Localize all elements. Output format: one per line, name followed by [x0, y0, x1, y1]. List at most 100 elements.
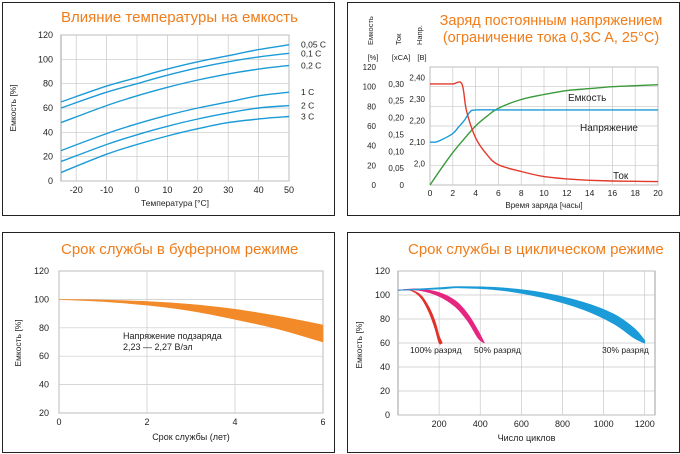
- y-tick-label: 80: [367, 102, 376, 111]
- y-tick-label: 0: [385, 410, 390, 420]
- capacity-band: [397, 286, 646, 344]
- y-tick-label: 2,40: [409, 74, 425, 83]
- y-tick-label: 40: [39, 380, 49, 390]
- band-label: 100% разряд: [410, 345, 462, 355]
- x-tick-label: 0: [56, 417, 61, 427]
- series-label: 1 C: [301, 87, 314, 97]
- axis-header: Напр.: [415, 25, 424, 45]
- y-tick-label: 100: [375, 290, 390, 300]
- axis-unit: [%]: [368, 53, 379, 62]
- capacity-band: [397, 288, 485, 344]
- chart-title: Срок службы в буферном режиме: [61, 241, 299, 258]
- chart-panel-charge: Заряд постоянным напряжением (ограничени…: [347, 2, 680, 216]
- y-tick-label: 100: [34, 294, 49, 304]
- x-tick-label: 600: [514, 419, 529, 429]
- axis-header: Емкость: [366, 16, 375, 45]
- y-tick-label: 100: [38, 54, 53, 64]
- series-label: 0,2 C: [301, 60, 321, 70]
- x-tick-label: 20: [653, 188, 663, 198]
- y-tick-label: 0,20: [388, 114, 404, 123]
- y-tick-label: 0,15: [388, 130, 404, 139]
- x-tick-label: 1200: [635, 419, 655, 429]
- x-tick-label: 30: [223, 185, 233, 195]
- y-tick-label: 0: [372, 181, 377, 190]
- series-line: [60, 52, 290, 109]
- series-label: Напряжение: [580, 123, 638, 134]
- x-tick-label: -10: [100, 185, 113, 195]
- y-tick-label: 40: [380, 362, 390, 372]
- y-tick-label: 2,10: [409, 138, 425, 147]
- y-tick-label: 60: [380, 338, 390, 348]
- x-tick-label: 400: [473, 419, 488, 429]
- series-line: [429, 81, 659, 183]
- series-line: [60, 91, 290, 152]
- x-axis-label: Число циклов: [498, 433, 556, 443]
- y-tick-label: 100: [363, 83, 377, 92]
- x-tick-label: 4: [232, 417, 237, 427]
- y-tick-label: 0,30: [388, 80, 404, 89]
- series-line: [60, 44, 290, 103]
- y-tick-label: 40: [367, 142, 376, 151]
- chart-panel-temperature: Влияние температуры на емкость -20 -10 0 10…: [2, 2, 335, 216]
- x-tick-label: 18: [630, 188, 640, 198]
- x-tick-label: 14: [585, 188, 595, 198]
- annotation-line: 2,23 — 2,27 В/эл: [123, 342, 193, 352]
- x-tick-label: 16: [608, 188, 618, 198]
- y-tick-label: 80: [39, 323, 49, 333]
- chart-panel-cycle-life: Срок службы в циклическом режиме 200 400 6…: [347, 232, 680, 453]
- y-tick-label: 80: [380, 314, 390, 324]
- y-tick-label: 0,05: [388, 164, 404, 173]
- x-tick-label: 800: [555, 419, 570, 429]
- x-tick-label: 6: [320, 417, 325, 427]
- chart-panel-float-life: Срок службы в буферном режиме 0 2 4 6 20 40 60…: [2, 232, 335, 453]
- series-line: [60, 115, 290, 174]
- axis-unit: [В]: [417, 53, 426, 62]
- x-tick-label: -20: [70, 185, 83, 195]
- x-tick-label: 12: [562, 188, 572, 198]
- capacity-band: [58, 299, 324, 343]
- capacity-band: [397, 289, 443, 345]
- x-axis-label: Температура [°C]: [141, 198, 209, 208]
- y-tick-label: 120: [38, 30, 53, 40]
- x-tick-label: 0: [134, 185, 139, 195]
- y-tick-label: 80: [43, 79, 53, 89]
- x-axis-label: Время заряда [часы]: [505, 201, 582, 210]
- y-tick-label: 20: [43, 152, 53, 162]
- y-tick-label: 60: [367, 122, 376, 131]
- series-label: Ток: [613, 171, 629, 182]
- x-tick-label: 20: [193, 185, 203, 195]
- y-tick-label: 60: [43, 103, 53, 113]
- y-tick-label: 120: [363, 63, 377, 72]
- chart-title: Срок службы в циклическом режиме: [408, 241, 664, 258]
- y-tick-label: 0,25: [388, 97, 404, 106]
- x-tick-label: 1000: [594, 419, 614, 429]
- y-axis-label: Емкость [%]: [8, 84, 18, 131]
- x-tick-label: 200: [432, 419, 447, 429]
- x-tick-label: 8: [519, 188, 524, 198]
- series-label: 0,1 C: [301, 48, 321, 58]
- y-tick-label: 120: [375, 266, 390, 276]
- band-label: 30% разряд: [602, 345, 649, 355]
- x-tick-label: 4: [473, 188, 478, 198]
- series-label: 0,05 C: [301, 40, 326, 50]
- y-axis-label: Емкость [%]: [354, 321, 364, 368]
- y-tick-label: 120: [34, 266, 49, 276]
- y-tick-label: 20: [39, 408, 49, 418]
- x-tick-label: 10: [539, 188, 549, 198]
- y-tick-label: 20: [380, 386, 390, 396]
- y-tick-label: 0: [48, 176, 53, 186]
- y-tick-label: 60: [39, 351, 49, 361]
- annotation-line: Напряжение подзаряда: [123, 331, 222, 341]
- series-line: [60, 104, 290, 163]
- x-axis-label: Срок службы (лет): [152, 432, 230, 442]
- x-tick-label: 10: [162, 185, 172, 195]
- x-tick-label: 6: [496, 188, 501, 198]
- y-tick-label: 0,10: [388, 147, 404, 156]
- x-tick-label: 2: [144, 417, 149, 427]
- plot-area: [58, 270, 324, 414]
- y-tick-label: 2,30: [409, 95, 425, 104]
- y-tick-label: 0: [400, 181, 405, 190]
- x-tick-label: 0: [428, 188, 433, 198]
- y-tick-label: 20: [367, 161, 376, 170]
